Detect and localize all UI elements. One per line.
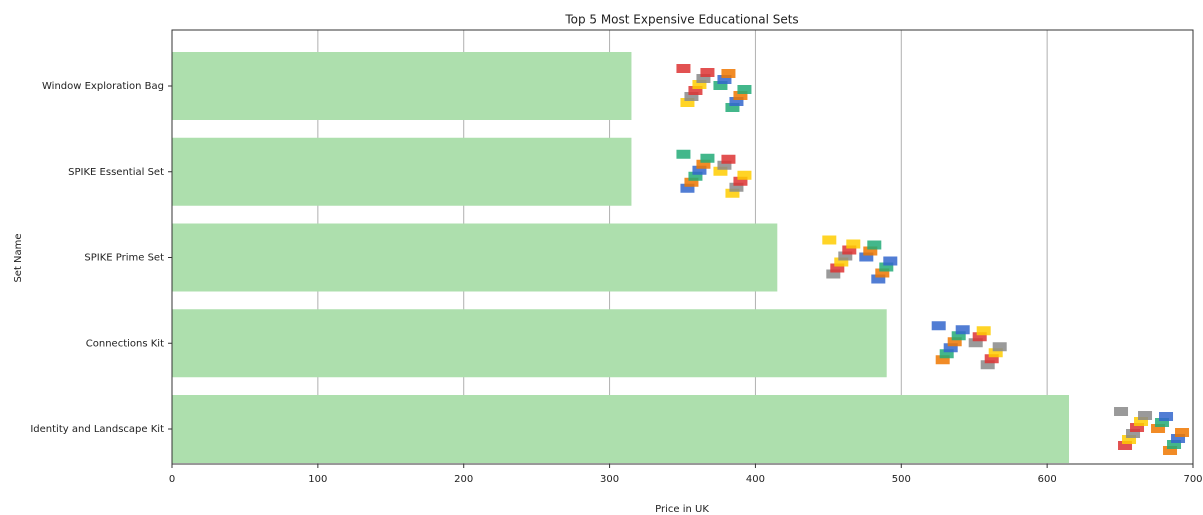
product-image-piece — [988, 348, 1003, 358]
product-image-piece — [733, 91, 748, 100]
product-image-piece — [1134, 417, 1149, 426]
x-axis-label: Price in UK — [655, 504, 709, 515]
product-image-piece — [939, 349, 954, 359]
product-image-piece — [737, 85, 752, 94]
product-image-piece — [700, 153, 715, 163]
product-image-piece — [692, 165, 707, 175]
product-image-piece — [1126, 429, 1141, 438]
product-image-piece — [680, 98, 695, 107]
product-image-piece — [871, 274, 886, 284]
bar — [172, 395, 1070, 463]
product-image-piece — [947, 337, 962, 347]
product-image-piece — [676, 149, 691, 159]
x-tick-label: 400 — [746, 474, 765, 485]
product-image-piece — [992, 342, 1007, 352]
product-image-piece — [1118, 441, 1133, 450]
product-image-piece — [696, 159, 711, 169]
x-tick-label: 0 — [169, 474, 175, 485]
product-image-piece — [830, 263, 845, 273]
product-image-piece — [976, 326, 991, 336]
product-image-piece — [838, 251, 853, 261]
product-image-piece — [980, 360, 995, 370]
product-image-piece — [688, 86, 703, 95]
bar — [172, 52, 632, 120]
y-tick-label: Identity and Landscape Kit — [30, 424, 164, 435]
chart-title: Top 5 Most Expensive Educational Sets — [564, 13, 798, 27]
x-tick-label: 200 — [454, 474, 473, 485]
product-image-piece — [721, 154, 736, 164]
product-image-piece — [733, 176, 748, 186]
x-tick-label: 100 — [308, 474, 327, 485]
product-image-piece — [879, 262, 894, 272]
product-image-piece — [968, 338, 983, 348]
product-image-piece — [834, 257, 849, 267]
product-image-piece — [1138, 411, 1153, 420]
x-tick-label: 600 — [1038, 474, 1057, 485]
product-image-piece — [875, 268, 890, 278]
product-images — [676, 64, 1190, 455]
bar — [172, 223, 778, 292]
x-tick-label: 300 — [600, 474, 619, 485]
plot-frame — [171, 29, 1194, 465]
product-image-piece — [717, 75, 732, 84]
product-image-piece — [692, 80, 707, 89]
product-image-piece — [931, 321, 946, 331]
product-image-piece — [1175, 428, 1190, 437]
product-image-piece — [1171, 434, 1186, 443]
product-image-piece — [684, 177, 699, 187]
product-image-piece — [717, 160, 732, 170]
product-image-piece — [1155, 418, 1170, 427]
product-image-piece — [725, 188, 740, 198]
product-image-piece — [721, 69, 736, 78]
product-image-piece — [951, 331, 966, 341]
product-image-piece — [737, 170, 752, 180]
product-image-piece — [1122, 435, 1137, 444]
y-tick-label: SPIKE Essential Set — [68, 167, 164, 178]
product-image-piece — [713, 81, 728, 90]
product-image-piece — [1130, 423, 1145, 432]
product-image-piece — [867, 240, 882, 250]
product-image-piece — [696, 74, 711, 83]
product-image-piece — [729, 97, 744, 106]
product-image-piece — [955, 325, 970, 335]
product-image-piece — [972, 332, 987, 342]
y-axis-label: Set Name — [13, 233, 24, 282]
product-image-piece — [943, 343, 958, 353]
product-image-piece — [676, 64, 691, 73]
x-tick-label: 500 — [892, 474, 911, 485]
x-tick-label: 700 — [1183, 474, 1202, 485]
product-image-piece — [859, 252, 874, 262]
product-image-piece — [826, 269, 841, 279]
product-image-piece — [846, 239, 861, 249]
product-image-piece — [1167, 440, 1182, 449]
product-image-piece — [863, 246, 878, 256]
product-image-piece — [1163, 446, 1178, 455]
product-image-piece — [1151, 424, 1166, 433]
product-image-piece — [822, 235, 837, 245]
product-image-piece — [1159, 412, 1174, 421]
product-image-piece — [680, 183, 695, 193]
product-image-piece — [935, 355, 950, 365]
y-tick-label: Connections Kit — [86, 338, 164, 349]
product-image-piece — [1114, 407, 1129, 416]
bar — [172, 137, 632, 206]
y-tick-label: SPIKE Prime Set — [84, 253, 164, 264]
y-tick-label: Window Exploration Bag — [42, 81, 164, 92]
bar — [172, 309, 887, 378]
product-image-piece — [688, 171, 703, 181]
product-image-piece — [842, 245, 857, 255]
product-image-piece — [684, 92, 699, 101]
product-image-piece — [713, 166, 728, 176]
product-image-piece — [883, 256, 898, 266]
product-image-piece — [725, 103, 740, 112]
product-image-piece — [729, 182, 744, 192]
bars — [172, 52, 1070, 463]
product-image-piece — [984, 354, 999, 364]
product-image-piece — [700, 68, 715, 77]
